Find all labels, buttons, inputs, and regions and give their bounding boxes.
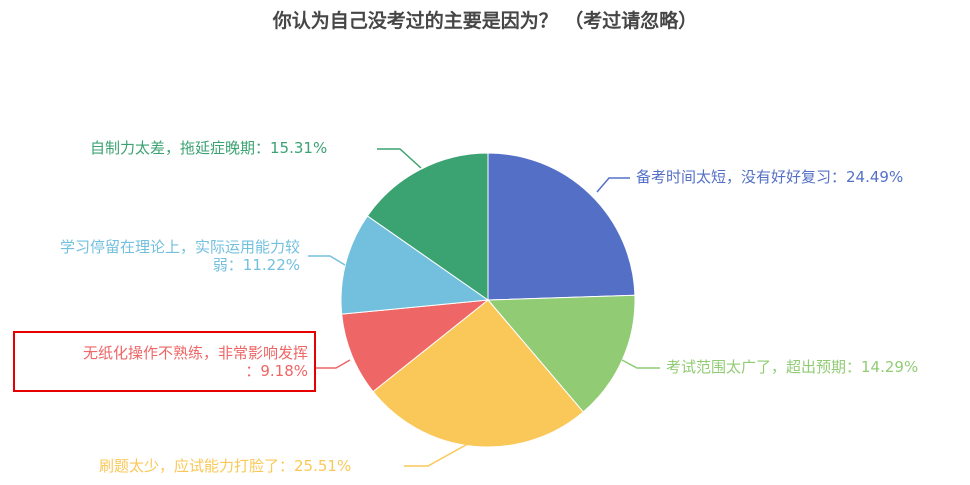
leader-line-paperless (314, 359, 351, 369)
leader-line-practice (404, 440, 474, 467)
slice-label-theory-line2: 弱：11.22% (212, 256, 300, 274)
slice-label-theory: 学习停留在理论上，实际运用能力较 弱：11.22% (0, 238, 300, 274)
chart-title: 你认为自己没考过的主要是因为？ （考过请忽略） (272, 10, 698, 32)
slice-label-paperless-line1: 无纸化操作不熟练，非常影响发挥 (82, 344, 308, 362)
slice-label-paperless: 无纸化操作不熟练，非常影响发挥 ：9.18% (20, 344, 308, 380)
pie-slice-theory[interactable] (340, 215, 490, 315)
pie-slice-prep-time[interactable] (487, 152, 636, 301)
leader-line-self-control (377, 148, 422, 169)
highlight-box (13, 331, 316, 392)
leader-line-prep-time (596, 177, 630, 193)
slice-label-self-control: 自制力太差，拖延症晚期：15.31% (90, 139, 328, 157)
slice-label-theory-line1: 学习停留在理论上，实际运用能力较 (59, 238, 300, 256)
leader-line-theory (308, 255, 346, 266)
pie-slice-self-control[interactable] (366, 152, 489, 301)
slice-label-paperless-line2: ：9.18% (245, 362, 308, 380)
slice-label-prep-time: 备考时间太短，没有好好复习：24.49% (636, 168, 904, 186)
slice-label-practice: 刷题太少，应试能力打脸了：25.51% (99, 457, 352, 475)
slice-label-exam-scope: 考试范围太广了，超出预期：14.29% (666, 358, 919, 376)
leader-line-exam-scope (621, 359, 660, 369)
pie-slice-practice[interactable] (372, 299, 584, 448)
pie-slice-paperless[interactable] (341, 299, 490, 393)
